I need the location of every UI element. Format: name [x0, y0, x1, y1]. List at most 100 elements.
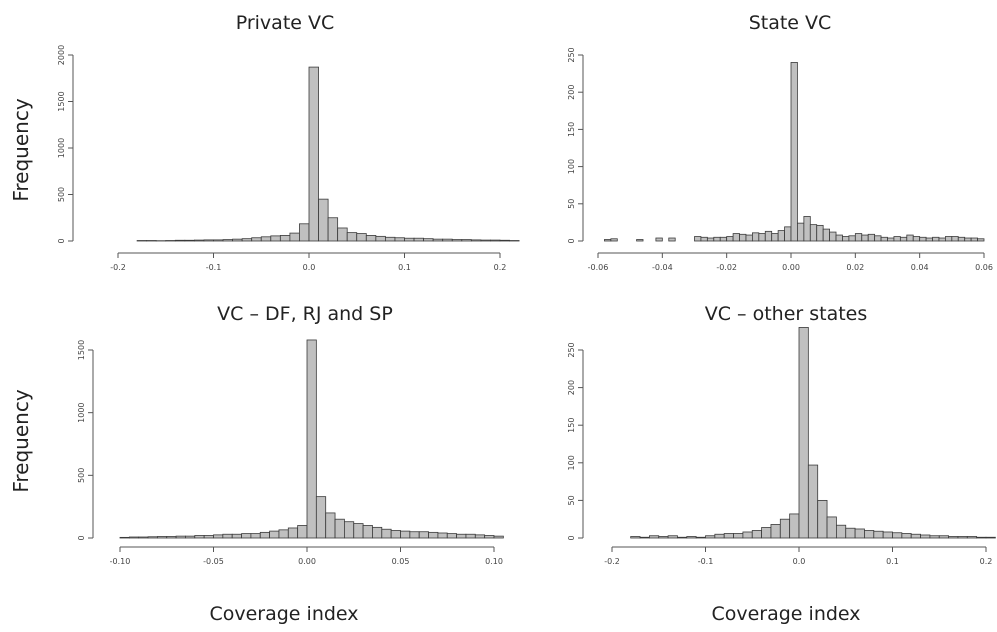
histogram-bar [826, 516, 837, 539]
histogram-bar [474, 534, 486, 539]
histogram-bar [957, 536, 968, 539]
histogram-bar [297, 525, 308, 539]
histogram-bar [299, 223, 310, 242]
histogram-bar [779, 518, 791, 539]
histogram-bar [232, 238, 243, 242]
histogram-bar [695, 536, 706, 539]
histogram-bar [390, 530, 401, 539]
x-tick-label: -0.1 [206, 263, 222, 272]
histogram-bar [964, 237, 972, 242]
histogram-bar [925, 237, 933, 242]
histogram-bar [829, 231, 837, 242]
y-tick-label: 2000 [57, 45, 66, 65]
histogram-bar [920, 534, 931, 539]
histogram-bar [630, 536, 641, 539]
histogram-bar [845, 527, 856, 539]
histogram-bar [604, 239, 612, 242]
histogram-bar [490, 239, 501, 242]
histogram-bar [404, 237, 415, 242]
histogram-bar [175, 535, 186, 539]
histogram-bar [251, 237, 262, 242]
y-tick-label: 500 [57, 187, 66, 202]
histogram-bar [957, 236, 966, 242]
y-tick-label: 1500 [57, 91, 66, 111]
histogram-bar [372, 526, 383, 539]
y-tick-label: 500 [77, 468, 86, 483]
histogram-bar [677, 536, 688, 539]
histogram-bar [901, 533, 912, 539]
histogram-bar [337, 227, 348, 242]
panel-title: State VC [749, 12, 832, 34]
histogram-bar [222, 533, 233, 539]
x-tick-label: 0.2 [980, 557, 993, 566]
histogram-bar [867, 233, 876, 242]
x-tick-label: -0.10 [110, 557, 131, 566]
histogram-bar [470, 239, 482, 242]
histogram-bar [789, 513, 800, 539]
x-tick-label: -0.06 [588, 263, 609, 272]
histogram-bar [193, 239, 205, 242]
y-tick-label: 150 [567, 418, 576, 433]
histogram-bar [835, 234, 843, 242]
histogram-bar [461, 239, 472, 242]
y-tick-label: 150 [567, 122, 576, 137]
y-tick-label: 0 [567, 238, 576, 243]
histogram-bar [259, 531, 271, 539]
histogram-bar [318, 198, 329, 242]
histogram-bar [649, 535, 660, 539]
histogram-bar [343, 521, 355, 539]
x-axis-label: Coverage index [711, 603, 860, 625]
histogram-bar [423, 238, 434, 242]
histogram-bar [938, 535, 950, 539]
histogram-bar [893, 236, 901, 242]
x-tick-label: 0.06 [975, 263, 993, 272]
histogram-bar [156, 536, 168, 539]
histogram-bar [194, 535, 205, 539]
histogram-bar [797, 222, 805, 242]
histogram-bar [432, 238, 444, 242]
histogram-bar [816, 224, 824, 242]
histogram-bar [705, 535, 716, 539]
histogram-bar [493, 535, 504, 539]
histogram-bar [119, 536, 130, 539]
x-tick-label: 0.1 [886, 557, 899, 566]
histogram-bar [203, 535, 214, 539]
histogram-bar [929, 535, 940, 539]
histogram-bar [899, 236, 908, 242]
histogram-bar [287, 527, 299, 539]
histogram-bar [353, 523, 364, 539]
histogram-bar [770, 524, 781, 539]
histogram-bar [758, 233, 766, 242]
histogram-bar [413, 237, 424, 242]
histogram-bar [465, 533, 476, 539]
histogram-bar [231, 533, 242, 539]
histogram-bar [174, 239, 186, 242]
histogram-bar [278, 529, 289, 539]
histogram-bar [739, 233, 747, 242]
x-tick-label: 0.0 [793, 557, 806, 566]
histogram-bar [714, 533, 725, 539]
histogram-bar [742, 531, 753, 539]
y-axis-label-top: Frequency [9, 98, 33, 201]
x-tick-label: 0.2 [494, 263, 507, 272]
histogram-bar [428, 531, 439, 539]
histogram-bar [128, 536, 140, 539]
histogram-bar [658, 536, 669, 539]
histogram-bar [279, 235, 291, 242]
y-tick-label: 100 [567, 455, 576, 470]
histogram-bar [932, 236, 940, 242]
y-tick-label: 0 [567, 535, 576, 540]
histogram-bar [803, 216, 811, 242]
x-tick-label: 0.1 [398, 263, 411, 272]
y-tick-label: 1000 [57, 138, 66, 158]
histogram-bar [409, 531, 420, 539]
panel-private-vc: Private VC -0.2 -0.1 0.0 0.1 0.2 0 500 1000 1500… [57, 12, 520, 272]
histogram-bar [764, 230, 773, 242]
histogram-bar [938, 237, 946, 242]
histogram-bar [713, 236, 721, 242]
histogram-bar [817, 499, 828, 539]
histogram-bar [384, 236, 396, 242]
histogram-bar [864, 530, 875, 539]
histogram-bar [966, 536, 978, 539]
histogram-bar [733, 533, 744, 539]
